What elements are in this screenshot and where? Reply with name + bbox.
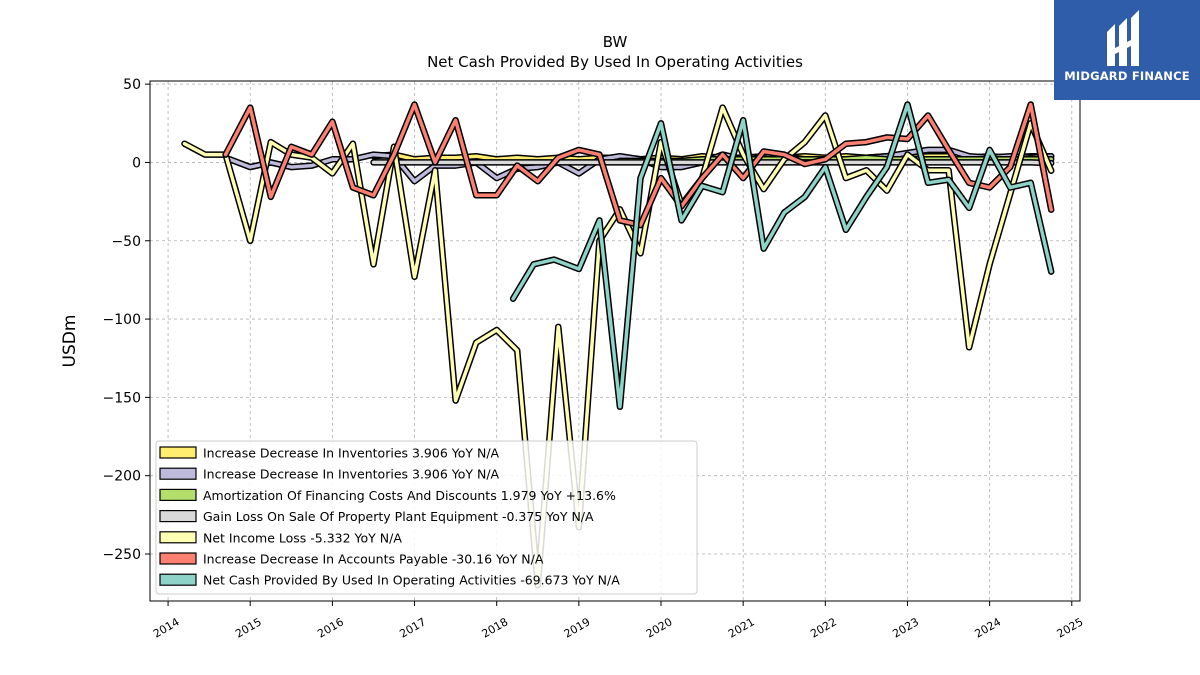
brand-name: MIDGARD FINANCE bbox=[1064, 69, 1190, 83]
x-tick-label: 2020 bbox=[644, 615, 675, 640]
legend-label: Net Income Loss -5.332 YoY N/A bbox=[203, 530, 402, 545]
legend-swatch bbox=[159, 552, 197, 565]
legend-label: Increase Decrease In Accounts Payable -3… bbox=[203, 552, 544, 567]
x-tick-label: 2015 bbox=[233, 615, 264, 640]
legend-label: Net Cash Provided By Used In Operating A… bbox=[203, 573, 620, 588]
x-tick-label: 2017 bbox=[397, 615, 428, 640]
legend-swatch bbox=[159, 488, 197, 501]
x-tick-label: 2022 bbox=[808, 615, 839, 640]
brand-logo: MIDGARD FINANCE bbox=[1054, 0, 1200, 100]
x-tick-label: 2016 bbox=[315, 615, 346, 640]
x-tick-label: 2018 bbox=[480, 615, 511, 640]
plot-frame bbox=[149, 80, 1081, 602]
midgard-logo-icon bbox=[1107, 10, 1139, 66]
legend-box bbox=[155, 440, 698, 595]
x-tick-label: 2025 bbox=[1055, 615, 1086, 640]
series-line-4 bbox=[182, 105, 1053, 588]
series-lines bbox=[181, 101, 1055, 589]
legend-label: Increase Decrease In Inventories 3.906 Y… bbox=[203, 446, 500, 461]
chart-title: BW bbox=[603, 33, 628, 51]
legend-swatch bbox=[159, 446, 197, 459]
x-tick-label: 2024 bbox=[973, 615, 1004, 640]
legend-swatch bbox=[159, 510, 197, 523]
y-tick-label: −100 bbox=[103, 312, 141, 328]
y-tick-label: −50 bbox=[111, 234, 141, 250]
legend-label: Increase Decrease In Inventories 3.906 Y… bbox=[203, 467, 500, 482]
x-tick-label: 2023 bbox=[890, 615, 921, 640]
y-axis-label: USDm bbox=[60, 315, 80, 368]
y-tick-label: −150 bbox=[103, 390, 141, 406]
legend-swatch bbox=[159, 467, 197, 480]
y-tick-label: −200 bbox=[103, 469, 141, 485]
y-tick-label: −250 bbox=[103, 547, 141, 563]
legend-label: Amortization Of Financing Costs And Disc… bbox=[203, 488, 616, 503]
chart-subtitle: Net Cash Provided By Used In Operating A… bbox=[427, 53, 803, 71]
series-line-6 bbox=[511, 102, 1053, 409]
x-tick-label: 2021 bbox=[726, 615, 757, 640]
legend-label: Gain Loss On Sale Of Property Plant Equi… bbox=[203, 509, 594, 524]
legend: Increase Decrease In Inventories 3.906 Y… bbox=[155, 440, 698, 595]
legend-swatch bbox=[159, 573, 197, 586]
x-tick-label: 2014 bbox=[151, 615, 182, 640]
x-tick-label: 2019 bbox=[562, 615, 593, 640]
y-tick-label: 0 bbox=[132, 155, 141, 171]
y-tick-label: 50 bbox=[123, 77, 141, 93]
legend-swatch bbox=[159, 531, 197, 544]
